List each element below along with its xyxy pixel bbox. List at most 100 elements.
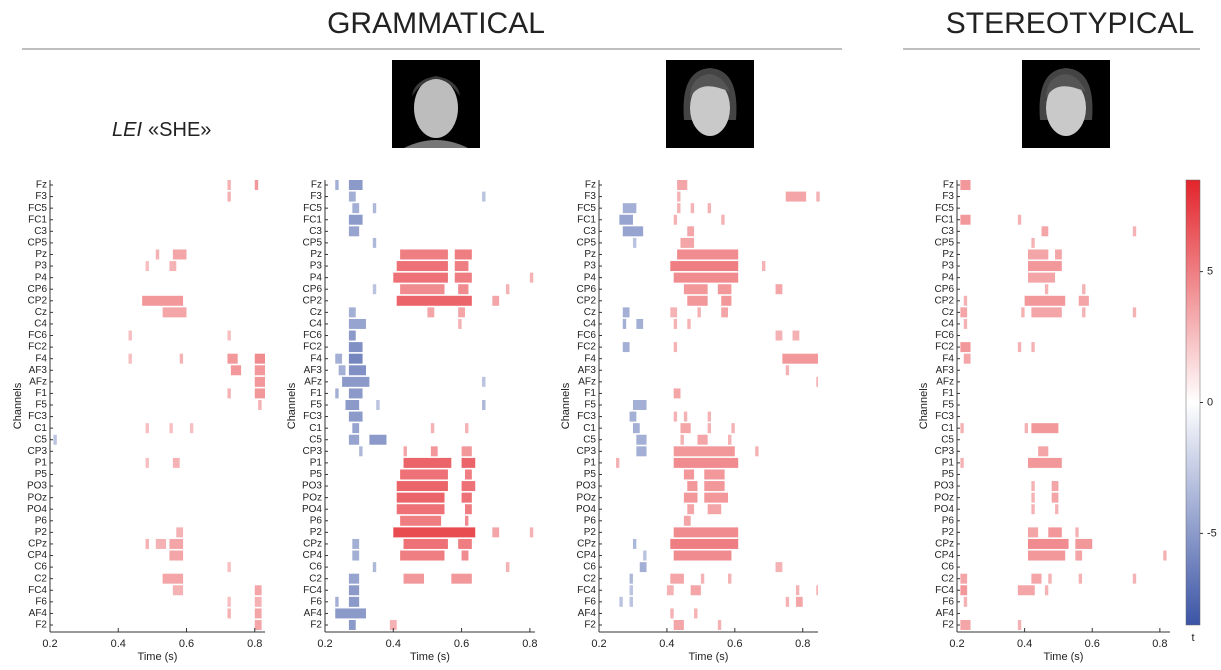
cell [721,307,728,317]
cell [796,597,803,607]
cell [677,180,687,190]
cell [455,261,469,271]
channel-label: Pz [584,249,596,260]
cell [335,388,338,398]
cell [1133,574,1136,584]
colorbar-tick-label: 5 [1207,266,1213,278]
cell [376,400,379,410]
cell [630,597,633,607]
cell [687,226,694,236]
channel-label: CP4 [303,550,323,561]
channel-label: CP5 [303,238,323,249]
channel-label: Pz [942,249,954,260]
cell [458,539,472,549]
cell [176,527,183,537]
cell [393,527,475,537]
channel-label: P3 [35,261,48,272]
cell [1075,551,1082,561]
x-axis-label: Time (s) [410,651,450,663]
cell [708,423,711,433]
channel-label: POz [303,492,322,503]
cell [684,284,708,294]
page: GRAMMATICAL STEREOTYPICAL LEI«SHE» FzF3F… [0,0,1221,665]
cell [349,365,366,375]
x-tick-label: 0.2 [949,638,964,650]
channel-label: P1 [35,458,48,469]
cell [623,307,630,317]
cell [349,192,356,202]
cell [400,249,448,259]
channel-label: F1 [35,388,47,399]
cell [960,585,967,595]
channel-label: FC4 [935,585,954,596]
channel-label: C2 [309,573,322,584]
cell [674,551,732,561]
channel-label: C5 [309,434,322,445]
cell [755,446,758,456]
cell [687,504,694,514]
cell [458,307,465,317]
channel-label: F6 [584,596,596,607]
cell [1028,273,1055,283]
cell [163,307,187,317]
cell [630,412,637,422]
cell [704,469,724,479]
channel-label: AF4 [29,608,48,619]
channel-label: F6 [35,596,47,607]
cell [359,446,362,456]
channel-label: CP4 [577,550,597,561]
channel-label: POz [577,492,596,503]
cell [462,551,469,561]
cell [701,574,704,584]
cell [397,296,472,306]
channel-label: AF3 [304,365,323,376]
cell [169,551,183,561]
cell [427,307,434,317]
cell [180,354,183,364]
channel-label: F3 [942,191,954,202]
cell [728,574,731,584]
channel-label: C5 [34,434,47,445]
cell [633,539,636,549]
cell [697,307,700,317]
channel-label: Fz [311,180,322,191]
cell [339,365,346,375]
cell [674,273,739,283]
cell [465,504,472,514]
cell [630,574,633,584]
cell [258,400,261,410]
channel-label: P4 [310,272,323,283]
channel-label: CP2 [577,295,597,306]
channel-label: Fz [36,180,47,191]
cell [796,585,799,595]
cell [169,423,172,433]
cell [640,562,647,572]
channel-label: P1 [310,458,323,469]
colorbar [1186,180,1200,625]
cell [373,284,376,294]
channel-label: FC4 [303,585,322,596]
channel-label: AFz [29,376,47,387]
channel-label: P6 [310,515,323,526]
channel-label: F1 [310,388,322,399]
cell [373,238,376,248]
x-tick-label: 0.2 [591,638,606,650]
channel-label: C3 [34,226,47,237]
pronoun: LEI [112,119,142,141]
channel-label: C6 [34,562,47,573]
cell [1082,307,1085,317]
cell [1018,215,1021,225]
cell [708,203,711,213]
cell [630,585,633,595]
channel-label: CP2 [303,295,323,306]
cell [404,458,452,468]
heatmap-panel: FzF3FC5FC1C3CP5PzP3P4CP6CP2CzC4FC6FC2F4A… [286,180,538,663]
channel-label: Cz [35,307,47,318]
cell [1028,261,1062,271]
cell [255,608,262,618]
channel-label: C4 [34,319,47,330]
cell [227,354,237,364]
cell [636,446,646,456]
channel-label: FC5 [28,203,47,214]
cell [623,226,643,236]
